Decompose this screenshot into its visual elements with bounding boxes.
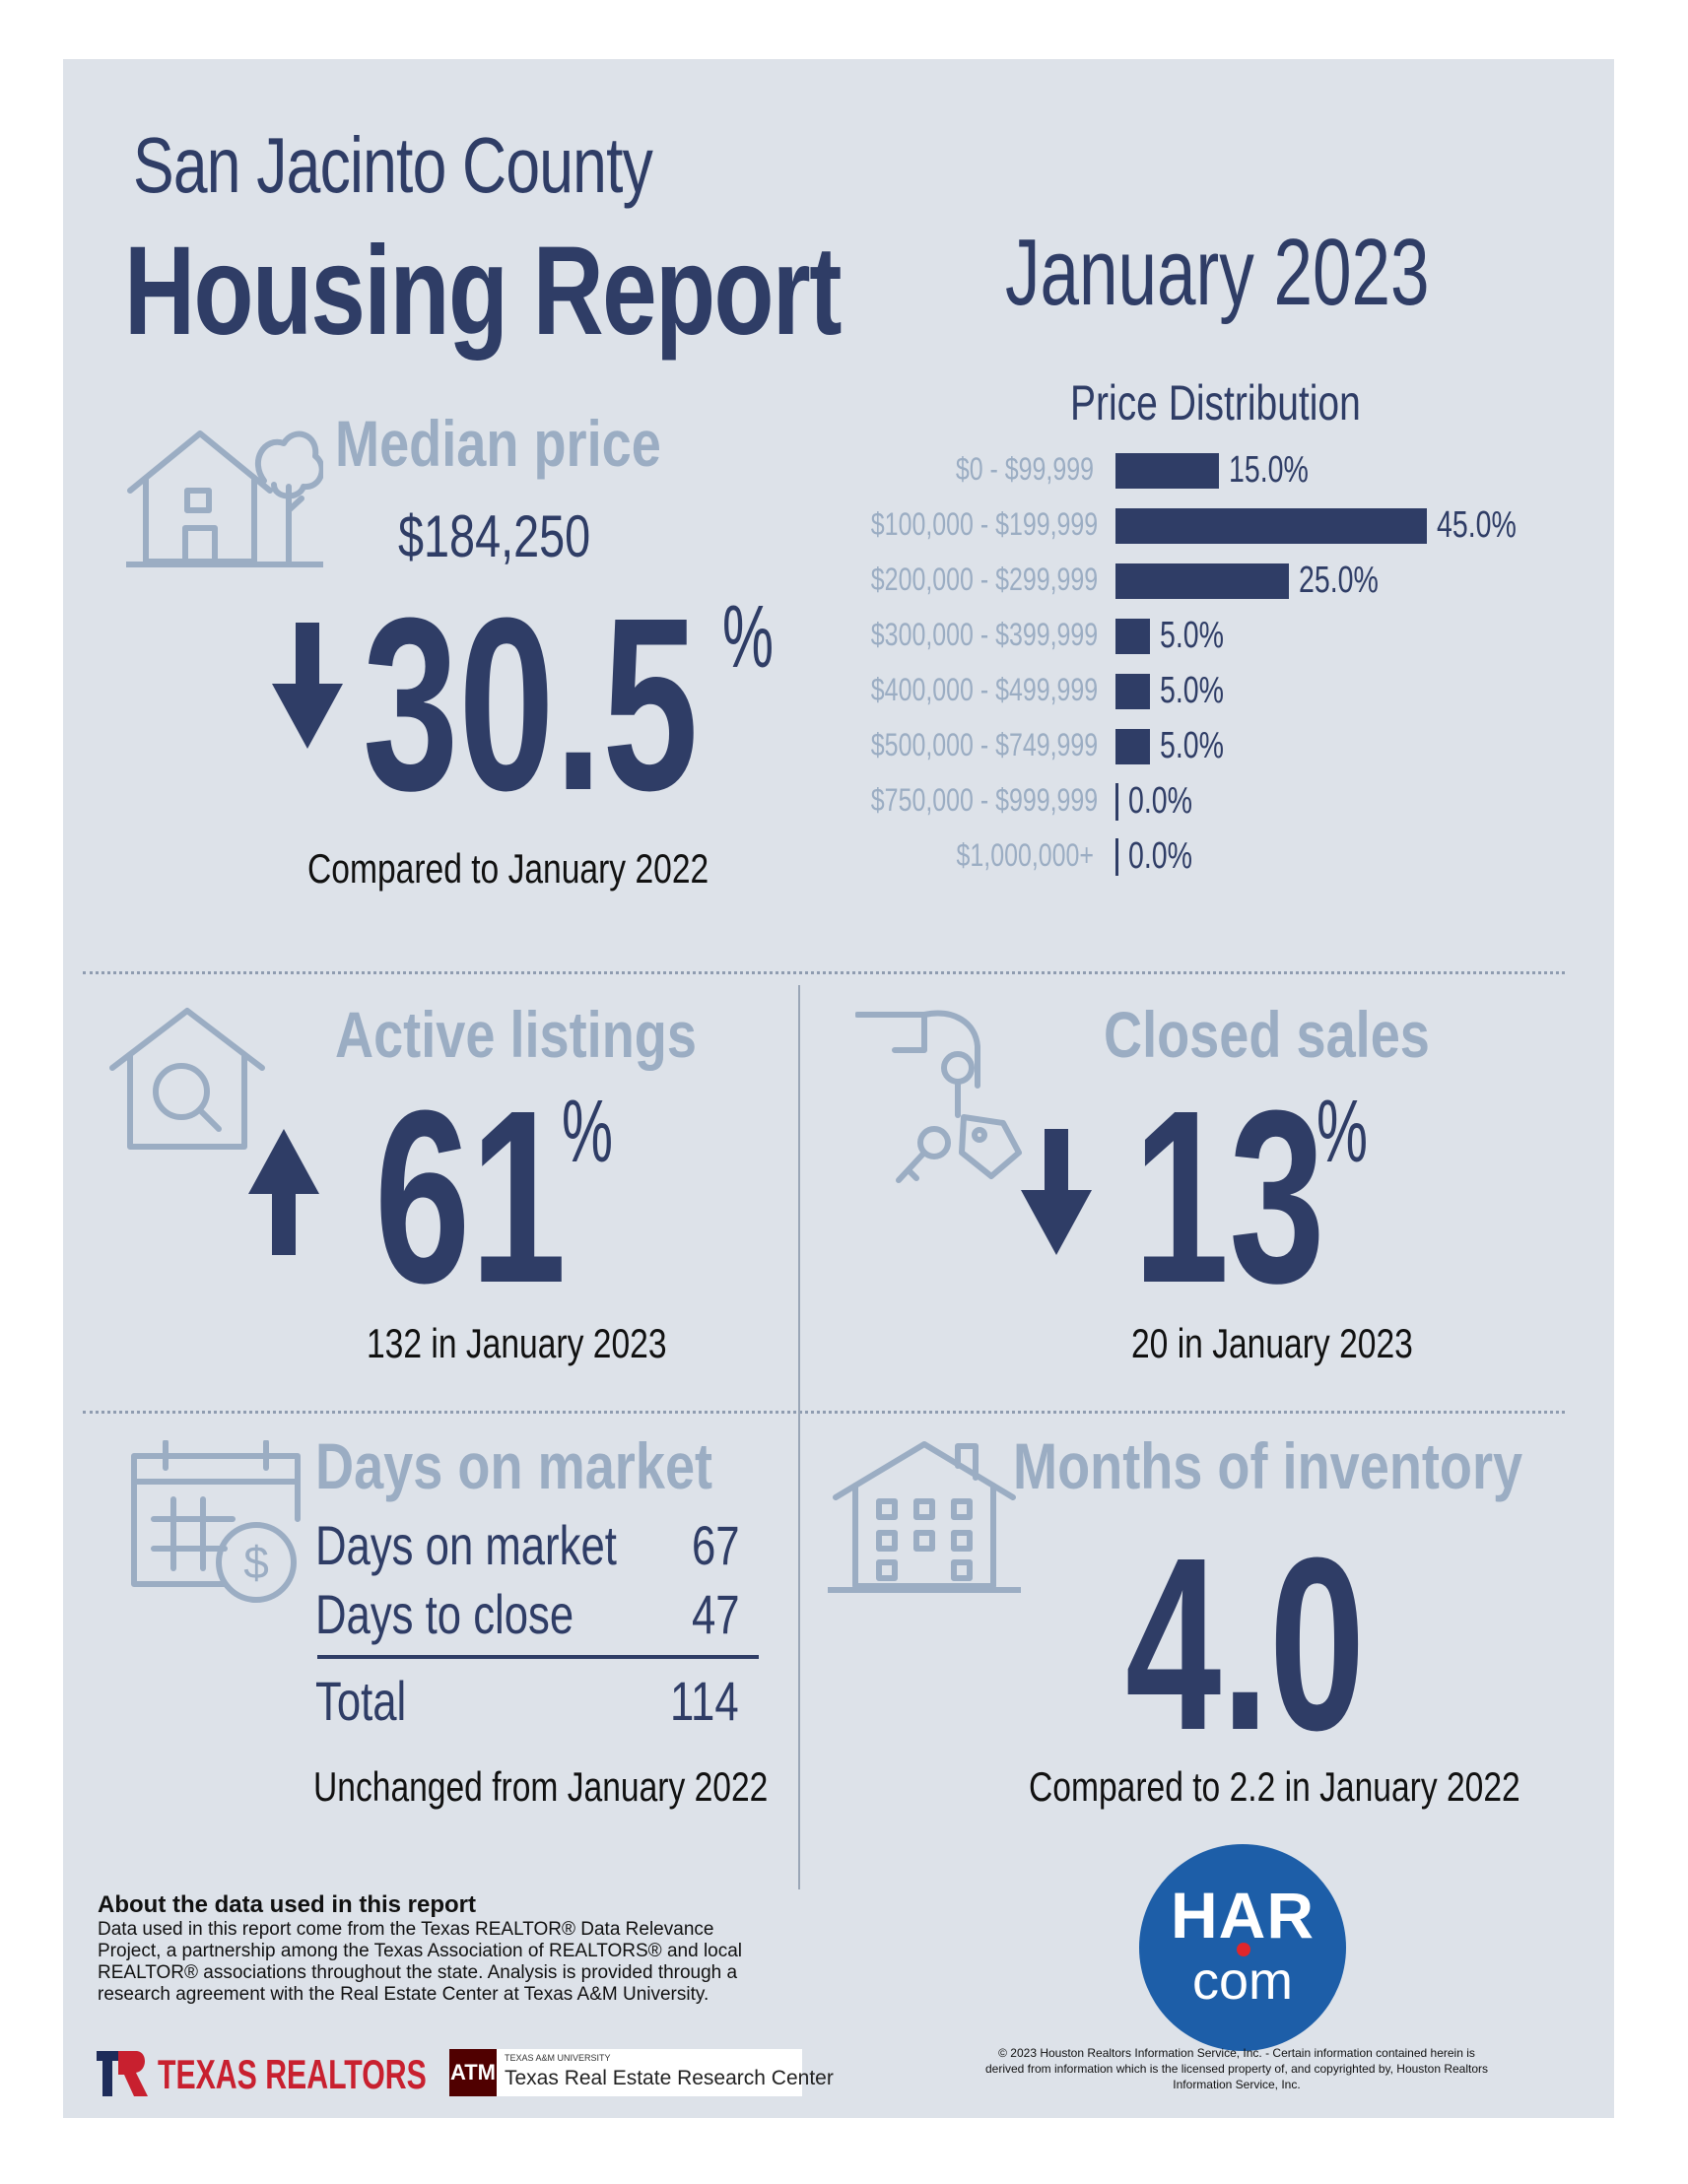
total-label: Total (315, 1670, 407, 1732)
about-body: Data used in this report come from the T… (98, 1919, 743, 2005)
report-panel (63, 59, 1614, 2118)
median-price-comparison: Compared to January 2022 (307, 845, 709, 892)
active-listings-detail: 132 in January 2023 (367, 1320, 667, 1366)
price-distribution-bar (1115, 838, 1118, 876)
days-on-market-comparison: Unchanged from January 2022 (313, 1763, 769, 1810)
total-value: 114 (670, 1670, 739, 1732)
closed-sales-percent-sign: % (1317, 1083, 1369, 1181)
house-tree-icon (126, 430, 323, 567)
county-name: San Jacinto County (133, 121, 653, 209)
price-distribution-bar (1115, 453, 1219, 489)
dom-row-value: 67 (692, 1514, 740, 1576)
price-distribution-chart: $0 - $99,999 15.0% $100,000 - $199,999 45.0… (808, 449, 1596, 896)
price-distribution-value: 5.0% (1160, 725, 1224, 766)
months-inventory-value: 4.0 (1125, 1506, 1366, 1781)
price-range-label: $1,000,000+ (956, 837, 1094, 873)
copyright-notice: © 2023 Houston Realtors Information Serv… (984, 2046, 1489, 2091)
arrow-up-icon (248, 1129, 319, 1255)
price-range-label: $100,000 - $199,999 (870, 506, 1099, 542)
median-price-heading: Median price (335, 407, 661, 480)
months-inventory-comparison: Compared to 2.2 in January 2022 (1029, 1763, 1520, 1810)
divider-middle (83, 1411, 1565, 1414)
tamu-logo-small: TEXAS A&M UNIVERSITY (505, 2053, 611, 2063)
texas-realtors-logo-text: TEXAS REALTORS (158, 2051, 427, 2097)
price-distribution-bar (1115, 674, 1150, 709)
price-range-label: $750,000 - $999,999 (870, 782, 1099, 818)
median-price-change: 30.5 (363, 566, 699, 841)
closed-sales-detail: 20 in January 2023 (1131, 1320, 1413, 1366)
months-inventory-heading: Months of inventory (1013, 1429, 1523, 1502)
dollar-sign-icon: $ (243, 1537, 269, 1588)
price-distribution-value: 5.0% (1160, 615, 1224, 656)
active-listings-change: 61 (374, 1059, 567, 1334)
arrow-down-icon (272, 623, 343, 749)
price-distribution-value: 0.0% (1128, 780, 1192, 822)
price-range-label: $200,000 - $299,999 (870, 562, 1099, 597)
price-distribution-value: 15.0% (1229, 449, 1309, 491)
price-distribution-bar (1115, 563, 1289, 599)
price-range-label: $400,000 - $499,999 (870, 672, 1099, 707)
price-distribution-bar (1115, 783, 1118, 821)
har-logo-bottom: com (1191, 1952, 1293, 2011)
active-listings-heading: Active listings (335, 998, 697, 1071)
hand-keys-icon (855, 1010, 1022, 1183)
closed-sales-heading: Closed sales (1104, 998, 1430, 1071)
divider-top (83, 971, 1565, 974)
tamu-logo: ATM TEXAS A&M UNIVERSITY Texas Real Esta… (449, 2049, 834, 2096)
report-title: Housing Report (124, 221, 842, 362)
dtc-row-value: 47 (692, 1583, 740, 1645)
dom-row-label: Days on market (315, 1514, 617, 1576)
price-range-label: $500,000 - $749,999 (870, 727, 1099, 762)
about-title: About the data used in this report (98, 1891, 477, 1918)
dtc-row-label: Days to close (315, 1583, 574, 1645)
median-price-value: $184,250 (398, 503, 591, 569)
median-price-percent-sign: % (722, 588, 775, 687)
price-distribution-bar (1115, 508, 1427, 544)
price-range-label: $300,000 - $399,999 (870, 617, 1099, 652)
arrow-down-icon (1021, 1129, 1092, 1255)
price-distribution-bar (1115, 619, 1150, 654)
price-distribution-value: 25.0% (1299, 560, 1379, 601)
price-distribution-value: 5.0% (1160, 670, 1224, 711)
har-logo-top: HAR (1171, 1879, 1315, 1952)
price-distribution-value: 45.0% (1437, 504, 1517, 546)
price-range-label: $0 - $99,999 (955, 451, 1094, 487)
price-distribution-bar (1115, 729, 1150, 764)
closed-sales-change: 13 (1133, 1059, 1325, 1334)
days-on-market-heading: Days on market (315, 1429, 713, 1502)
har-logo: HAR com (1139, 1844, 1346, 2051)
apartment-building-icon (828, 1441, 1021, 1593)
texas-realtors-mark-icon (97, 2051, 148, 2096)
active-listings-percent-sign: % (562, 1083, 614, 1181)
har-logo-dot (1237, 1943, 1250, 1956)
price-distribution-heading: Price Distribution (1070, 375, 1361, 430)
tamu-mark-icon: ATM (449, 2049, 497, 2096)
calendar-dollar-icon: $ (131, 1440, 301, 1603)
report-month: January 2023 (1005, 220, 1430, 325)
total-rule (317, 1655, 759, 1659)
house-search-icon (109, 1008, 265, 1150)
tamu-logo-center: Texas Real Estate Research Center (505, 2067, 834, 2089)
price-distribution-value: 0.0% (1128, 835, 1192, 877)
divider-vertical (798, 985, 800, 1889)
